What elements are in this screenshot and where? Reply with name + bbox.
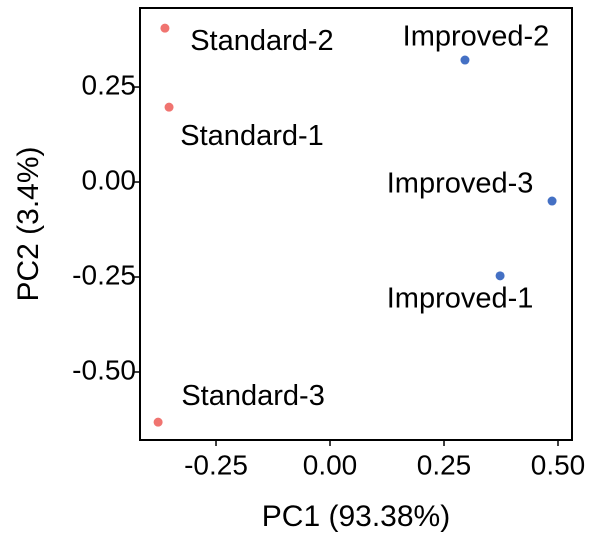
y-tick-label: -0.25: [72, 259, 136, 290]
point: [460, 55, 470, 65]
point-label: Standard-1: [180, 120, 324, 152]
x-tick-label: 0.50: [531, 449, 586, 480]
point-label: Standard-2: [190, 25, 334, 57]
y-tick-label: 0.00: [82, 164, 137, 195]
point: [164, 102, 174, 112]
x-tick-label: 0.00: [303, 449, 358, 480]
y-axis-title: PC2 (3.4%): [12, 146, 45, 301]
point: [495, 271, 505, 281]
point-label: Improved-2: [403, 21, 550, 53]
y-tick-label: -0.50: [72, 354, 136, 385]
point-label: Improved-3: [387, 168, 534, 200]
plot-frame: [139, 7, 573, 441]
y-tick-label: 0.25: [82, 69, 137, 100]
x-axis-title: PC1 (93.38%): [262, 500, 450, 533]
point: [160, 23, 170, 33]
point-label: Standard-3: [181, 380, 325, 412]
x-tick-label: -0.25: [184, 449, 248, 480]
point-label: Improved-1: [387, 283, 534, 315]
point: [153, 417, 163, 427]
point: [547, 196, 557, 206]
x-tick-label: 0.25: [417, 449, 472, 480]
